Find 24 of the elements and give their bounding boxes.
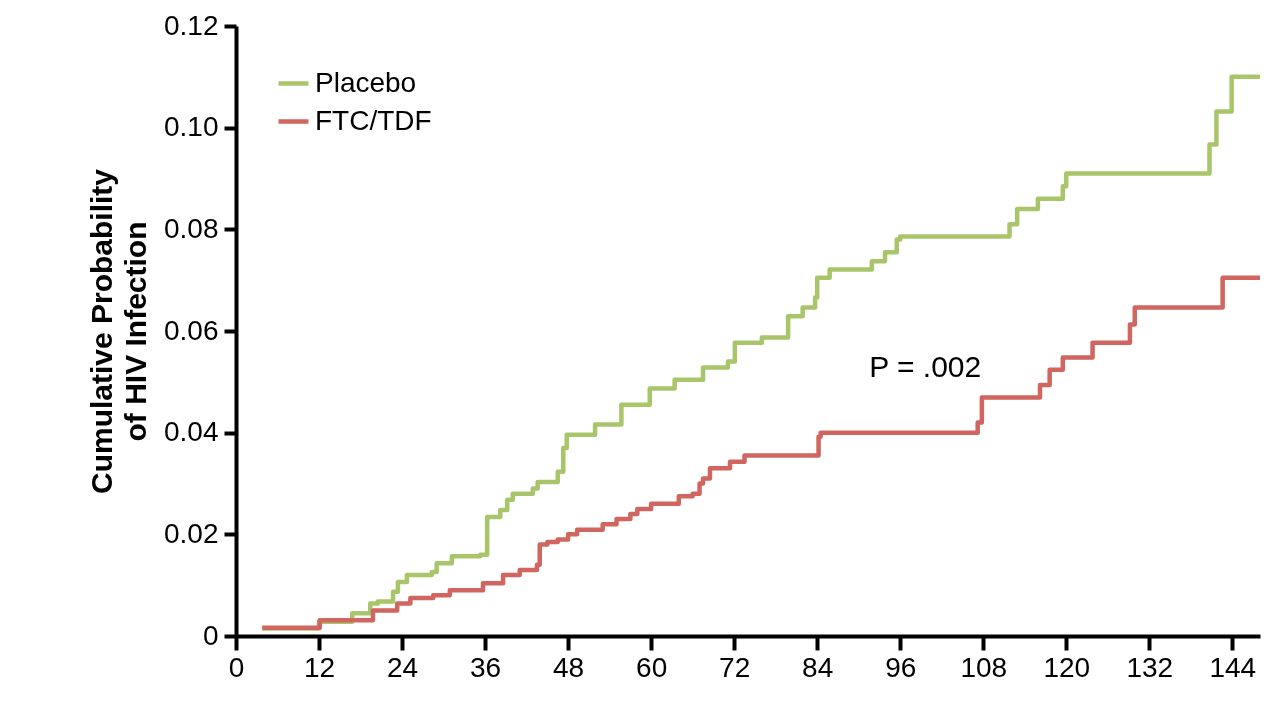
y-tick-label: 0.06 [164,314,219,346]
annotation: P = .002 [869,350,982,384]
y-tick-label: 0.04 [164,416,219,448]
y-axis-title: Cumulative Probability of HIV Infection [85,168,152,495]
x-tick-label: 12 [303,651,336,683]
x-tick-label: 84 [802,651,834,683]
x-tick-label: 96 [885,651,917,683]
y-tick-label: 0.10 [164,111,219,143]
x-tick-label: 72 [719,651,751,683]
x-tick-label: 48 [553,651,585,683]
legend-label: FTC/TDF [315,104,432,136]
y-tick-label: 0.08 [164,212,219,244]
x-tick-label: 132 [1126,651,1174,683]
y-tick-label: 0.02 [164,517,219,549]
x-tick-label: 108 [960,651,1008,683]
x-tick-label: 36 [470,651,502,683]
x-tick-label: 24 [386,651,419,683]
y-tick-label: 0.12 [164,9,219,41]
y-tick-label: 0 [202,619,219,651]
x-tick-label: 0 [228,651,245,683]
x-tick-label: 144 [1209,651,1257,683]
x-tick-label: 120 [1043,651,1091,683]
legend-label: Placebo [315,66,417,98]
x-tick-label: 60 [636,651,668,683]
